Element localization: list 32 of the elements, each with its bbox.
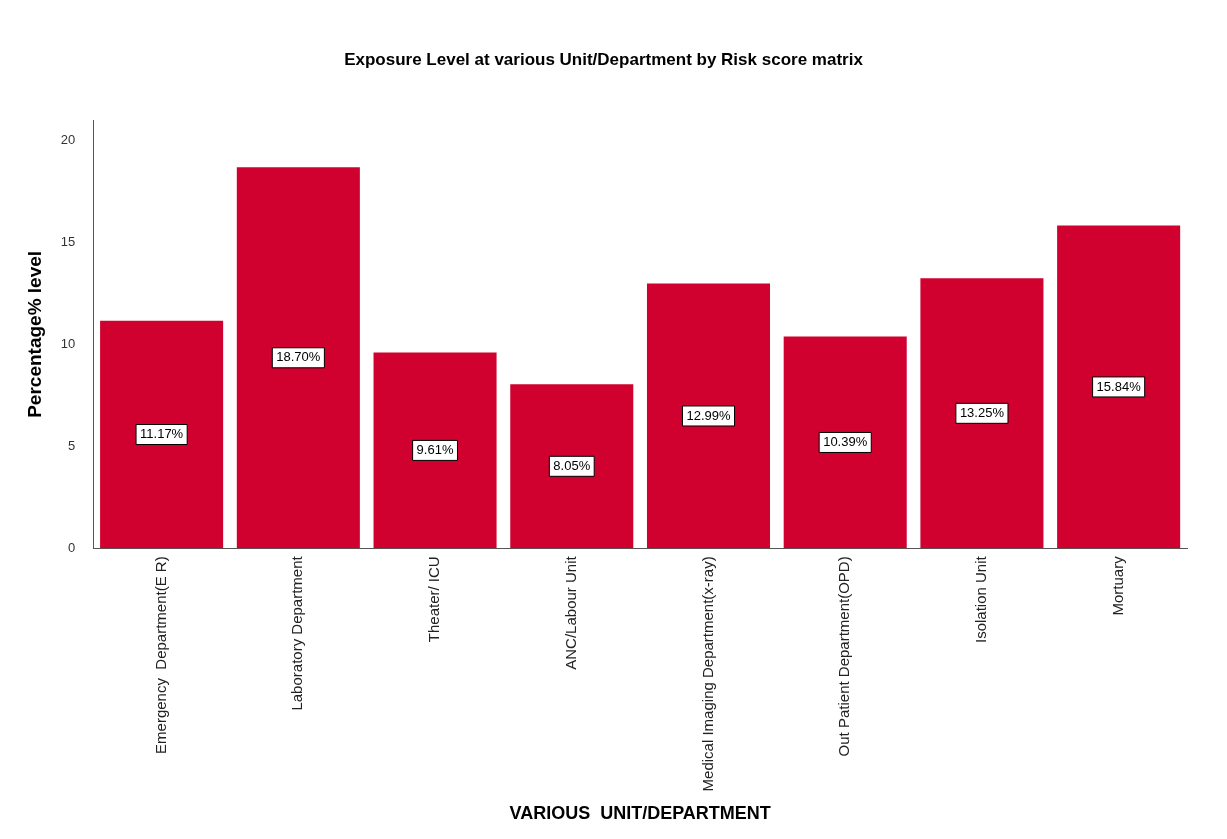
bar — [920, 278, 1044, 549]
y-tick-label: 0 — [68, 539, 76, 555]
x-tick-label: ANC/Labour Unit — [561, 555, 579, 670]
x-tick-label: Laboratory Department — [288, 555, 306, 711]
data-label: 13.25% — [959, 404, 1005, 420]
bar — [1057, 225, 1181, 549]
data-label: 11.17% — [140, 426, 184, 442]
x-tick-label: Out Patient Department(OPD) — [835, 556, 853, 757]
x-tick-label: Mortuary — [1108, 555, 1126, 616]
data-label: 15.84% — [1096, 378, 1142, 394]
x-tick-label: Isolation Unit — [972, 555, 990, 644]
bar — [236, 167, 360, 549]
y-tick-label: 5 — [68, 438, 76, 454]
bar — [373, 352, 497, 549]
data-label: 10.39% — [823, 434, 868, 450]
bar — [100, 320, 224, 549]
chart-title: Exposure Level at various Unit/Department by Risk score matrix — [344, 49, 864, 69]
bar — [783, 336, 907, 549]
data-label: 9.61% — [416, 441, 454, 457]
y-tick-label: 10 — [60, 336, 76, 352]
x-tick-label: Theater/ ICU — [425, 556, 443, 643]
data-label: 18.70% — [276, 349, 321, 365]
x-tick-label: Medical Imaging Department(x-ray) — [698, 556, 716, 792]
x-axis-title: VARIOUS UNIT/DEPARTMENT — [509, 803, 771, 824]
bar — [510, 384, 634, 549]
data-label: 12.99% — [686, 407, 731, 423]
bar — [646, 283, 771, 549]
y-tick-label: 15 — [60, 234, 76, 250]
y-tick-label: 20 — [60, 132, 76, 148]
data-label: 8.05% — [553, 457, 591, 473]
x-tick-label: Emergency Department(E R) — [151, 556, 169, 754]
y-axis-title: Percentage% level — [23, 250, 45, 418]
